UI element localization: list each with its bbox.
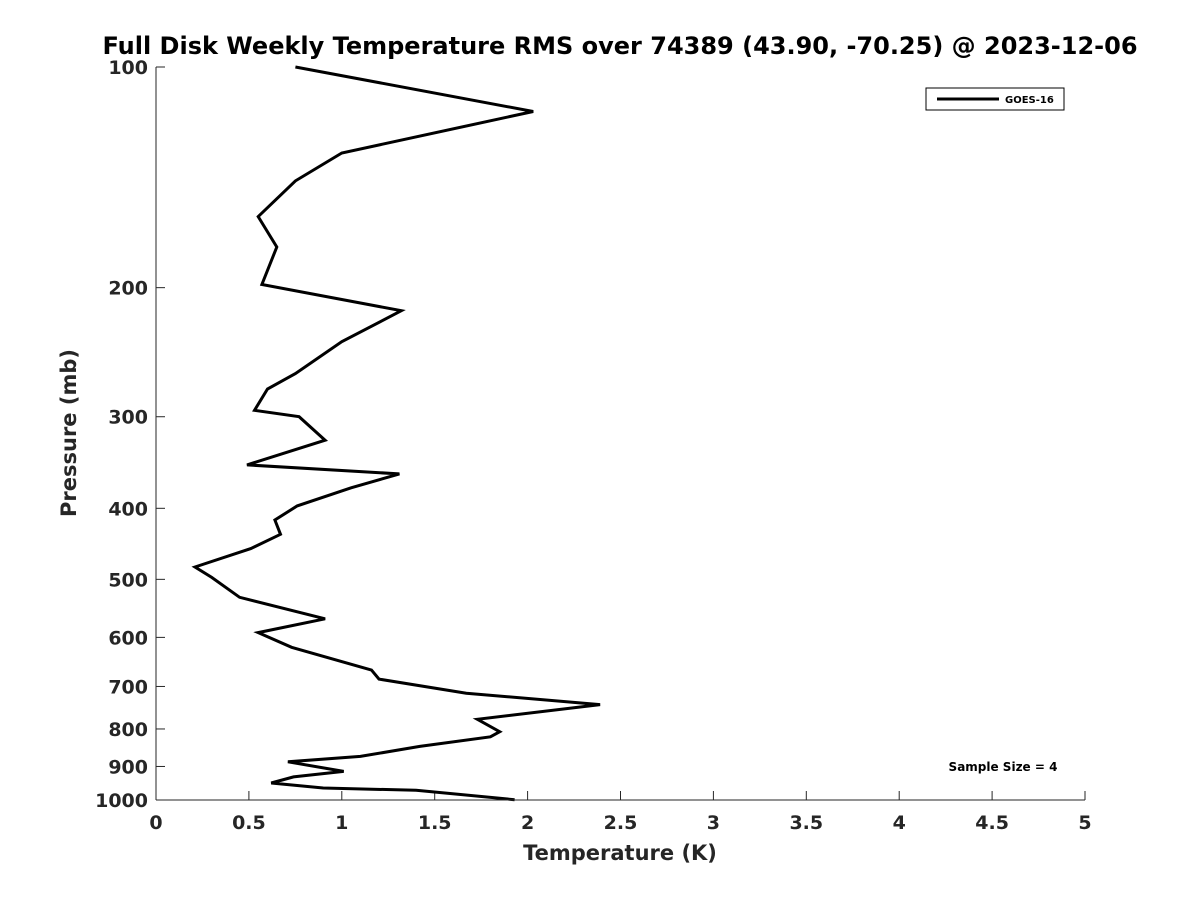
x-tick-label: 5 <box>1078 812 1091 834</box>
x-axis-label: Temperature (K) <box>523 841 717 865</box>
x-tick-label: 0.5 <box>232 812 266 834</box>
x-tick-label: 1 <box>335 812 348 834</box>
x-axis-ticks: 0 0.5 1 1.5 2 2.5 3 3.5 4 4.5 5 <box>149 791 1092 834</box>
x-tick-label: 2 <box>521 812 534 834</box>
y-tick-label: 900 <box>108 756 148 778</box>
y-tick-label: 800 <box>108 719 148 741</box>
y-tick-label: 300 <box>108 407 148 429</box>
x-tick-label: 4 <box>893 812 906 834</box>
x-tick-label: 4.5 <box>975 812 1009 834</box>
y-axis-label: Pressure (mb) <box>57 349 81 517</box>
y-tick-label: 1000 <box>95 790 148 812</box>
x-tick-label: 0 <box>149 812 162 834</box>
x-tick-label: 1.5 <box>418 812 452 834</box>
y-tick-label: 600 <box>108 627 148 649</box>
sample-size-annotation: Sample Size = 4 <box>949 760 1058 774</box>
y-tick-label: 100 <box>108 57 148 79</box>
series-line-0 <box>191 65 601 802</box>
plot-area <box>156 67 1085 800</box>
chart-title: Full Disk Weekly Temperature RMS over 74… <box>102 32 1137 60</box>
y-tick-label: 200 <box>108 278 148 300</box>
y-tick-label: 400 <box>108 498 148 520</box>
y-tick-label: 500 <box>108 569 148 591</box>
x-tick-label: 3 <box>707 812 720 834</box>
legend-label: GOES-16 <box>1005 95 1054 106</box>
x-tick-label: 2.5 <box>604 812 638 834</box>
x-tick-label: 3.5 <box>789 812 823 834</box>
y-axis-ticks: 100 200 300 400 500 600 700 800 900 1000 <box>95 57 165 812</box>
y-tick-label: 700 <box>108 676 148 698</box>
legend: GOES-16 <box>925 87 1065 111</box>
series-lines <box>191 65 601 802</box>
